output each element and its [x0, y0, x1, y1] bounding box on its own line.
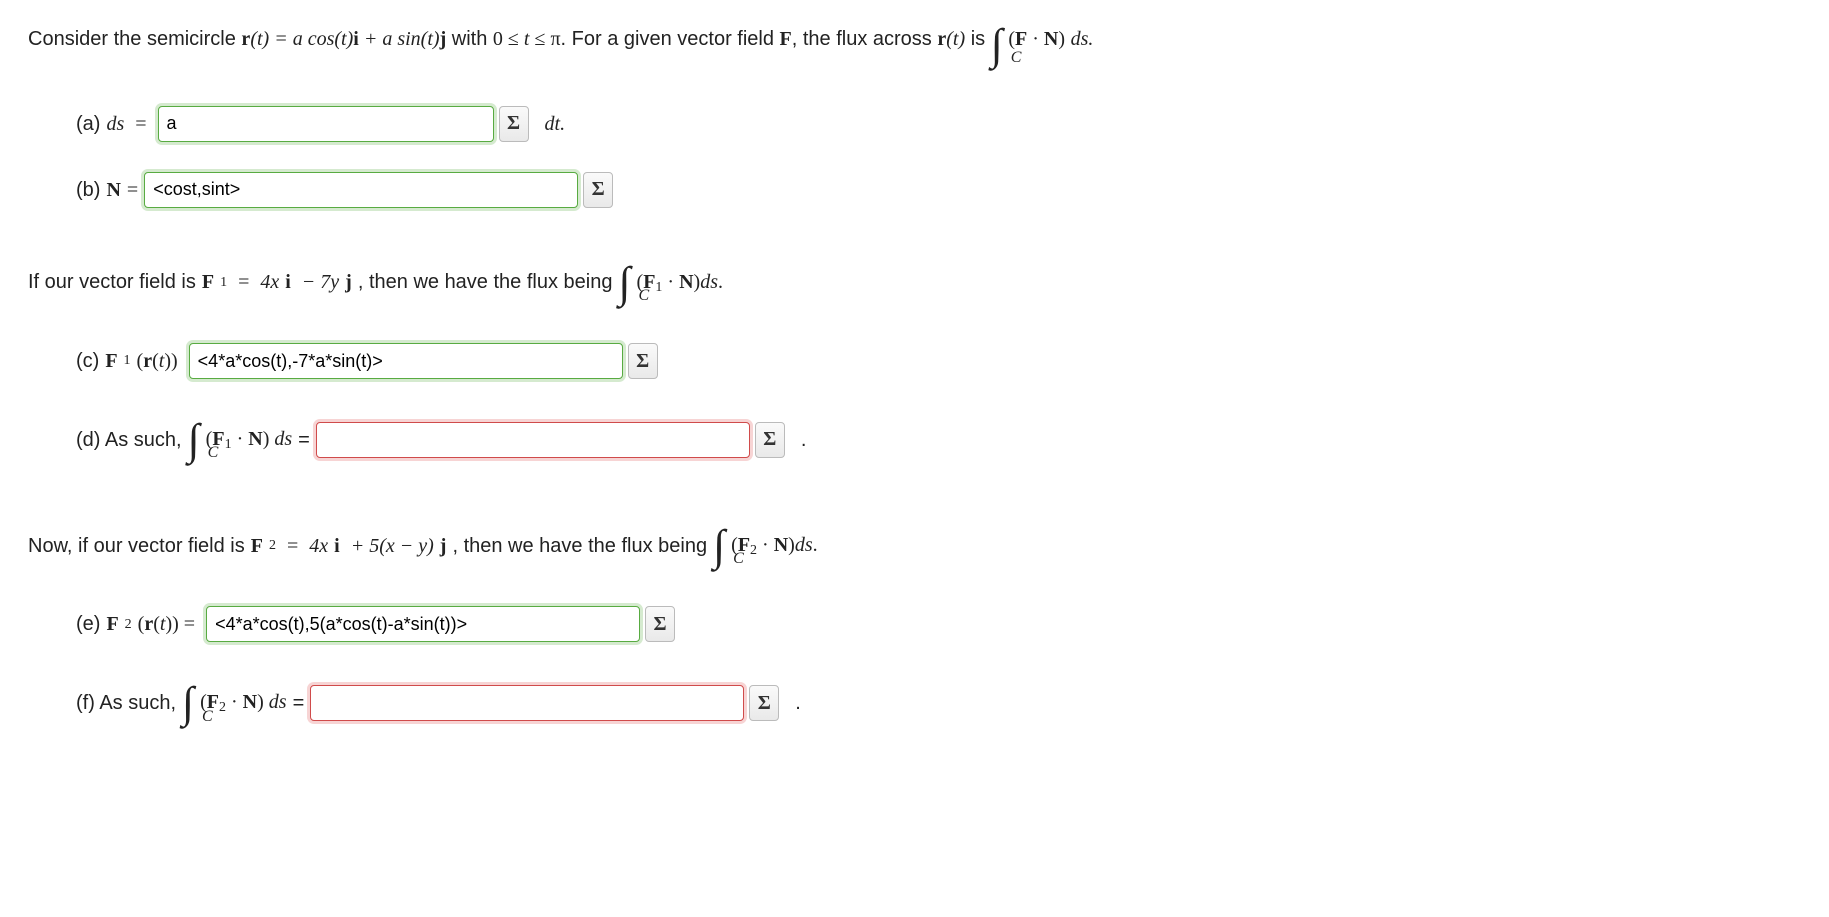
- sigma-button[interactable]: Σ: [755, 422, 785, 458]
- mid1-text: If our vector field is F1 = 4xi − 7yj, t…: [28, 252, 1801, 314]
- mid2-integral-icon: ∫C: [713, 515, 725, 577]
- part-e-label: (e): [76, 610, 100, 638]
- part-c-row: (c) F1 (r(t)) Σ: [76, 343, 1801, 379]
- part-a-eq: =: [130, 110, 151, 138]
- part-f-label: (f) As such,: [76, 689, 176, 717]
- intro-integral-sub: C: [1011, 47, 1022, 69]
- sigma-button[interactable]: Σ: [583, 172, 613, 208]
- part-f-input[interactable]: [310, 685, 744, 721]
- mid1-j: j: [345, 268, 352, 296]
- mid1-then: , then we have the flux being: [358, 268, 613, 296]
- mid1-7y: − 7y: [297, 268, 339, 296]
- sigma-button[interactable]: Σ: [628, 343, 658, 379]
- mid2-F: F: [251, 532, 263, 560]
- intro-F: F: [780, 28, 792, 50]
- sigma-button[interactable]: Σ: [749, 685, 779, 721]
- mid2-Fsub: 2: [269, 536, 276, 556]
- intro-rt: (t) = a cos(t): [250, 28, 353, 50]
- part-b-label: (b): [76, 176, 100, 204]
- mid1-Fsub: 1: [220, 273, 227, 293]
- mid1-4x: 4x: [260, 268, 279, 296]
- part-e-arg: (r(t)) =: [138, 610, 200, 638]
- part-d-eq: =: [298, 426, 310, 454]
- intro-range: 0 ≤ t ≤ π: [493, 28, 561, 50]
- sigma-button[interactable]: Σ: [499, 106, 529, 142]
- part-b-eq: =: [127, 176, 138, 204]
- part-f-fn: (F2 · N) ds: [200, 688, 286, 718]
- part-a-after: dt.: [545, 110, 566, 138]
- part-d-fn: (F1 · N) ds: [206, 425, 292, 455]
- intro-plus-asint: + a sin(t): [359, 28, 440, 50]
- mid1-i: i: [285, 268, 291, 296]
- mid1-integral-icon: ∫C: [618, 252, 630, 314]
- part-c-sub: 1: [124, 351, 131, 371]
- intro-fora: . For a given vector field: [561, 28, 780, 50]
- intro-is: is: [965, 28, 991, 50]
- part-d-input[interactable]: [316, 422, 750, 458]
- part-d-integral-icon: ∫C: [188, 409, 200, 471]
- intro-r: r: [241, 28, 250, 50]
- intro-text: Consider the semicircle r(t) = a cos(t)i…: [28, 14, 1801, 76]
- mid1-fn: (F1 · N)ds.: [637, 268, 723, 298]
- intro-with: with: [446, 28, 493, 50]
- mid2-4x: 4x: [309, 532, 328, 560]
- part-f-row: (f) As such, ∫C (F2 · N) ds = Σ .: [76, 672, 1801, 734]
- part-d-after: .: [801, 426, 807, 454]
- mid2-then: , then we have the flux being: [452, 532, 707, 560]
- mid1-prefix: If our vector field is: [28, 268, 196, 296]
- part-f-integral-icon: ∫C: [182, 672, 194, 734]
- part-e-input[interactable]: [206, 606, 640, 642]
- part-a-row: (a) ds = Σ dt.: [76, 106, 1801, 142]
- intro-prefix: Consider the semicircle: [28, 28, 241, 50]
- part-e-row: (e) F2 (r(t)) = Σ: [76, 606, 1801, 642]
- mid2-eqsym: =: [282, 532, 303, 560]
- intro-rt2: (t): [946, 28, 965, 50]
- part-a-label: (a): [76, 110, 100, 138]
- part-d-row: (d) As such, ∫C (F1 · N) ds = Σ .: [76, 409, 1801, 471]
- mid2-text: Now, if our vector field is F2 = 4xi + 5…: [28, 515, 1801, 577]
- mid1-F: F: [202, 268, 214, 296]
- part-b-N: N: [106, 176, 120, 204]
- part-a-input[interactable]: [158, 106, 494, 142]
- part-f-integral-sub: C: [202, 706, 213, 728]
- part-c-input[interactable]: [189, 343, 623, 379]
- part-e-sub: 2: [125, 615, 132, 635]
- part-b-input[interactable]: [144, 172, 578, 208]
- mid2-fn: (F2 · N)ds.: [731, 531, 817, 561]
- mid1-eqsym: =: [233, 268, 254, 296]
- mid1-integral-sub: C: [638, 285, 649, 307]
- part-b-row: (b) N = Σ: [76, 172, 1801, 208]
- part-a-ds: ds: [106, 110, 124, 138]
- part-c-arg: (r(t)): [137, 347, 183, 375]
- part-e-F: F: [106, 610, 118, 638]
- mid2-5xy: + 5(x − y): [346, 532, 434, 560]
- intro-ds: ds.: [1071, 28, 1094, 50]
- mid2-j: j: [440, 532, 447, 560]
- part-c-F: F: [105, 347, 117, 375]
- part-f-eq: =: [293, 689, 305, 717]
- part-f-after: .: [795, 689, 801, 717]
- part-d-integral-sub: C: [208, 442, 219, 464]
- mid2-prefix: Now, if our vector field is: [28, 532, 245, 560]
- intro-integral-icon: ∫C: [991, 14, 1003, 76]
- intro-mid2: , the flux across: [792, 28, 938, 50]
- sigma-button[interactable]: Σ: [645, 606, 675, 642]
- part-d-label: (d) As such,: [76, 426, 182, 454]
- part-c-label: (c): [76, 347, 99, 375]
- mid2-integral-sub: C: [733, 548, 744, 570]
- mid2-i: i: [334, 532, 340, 560]
- intro-r2: r: [937, 28, 946, 50]
